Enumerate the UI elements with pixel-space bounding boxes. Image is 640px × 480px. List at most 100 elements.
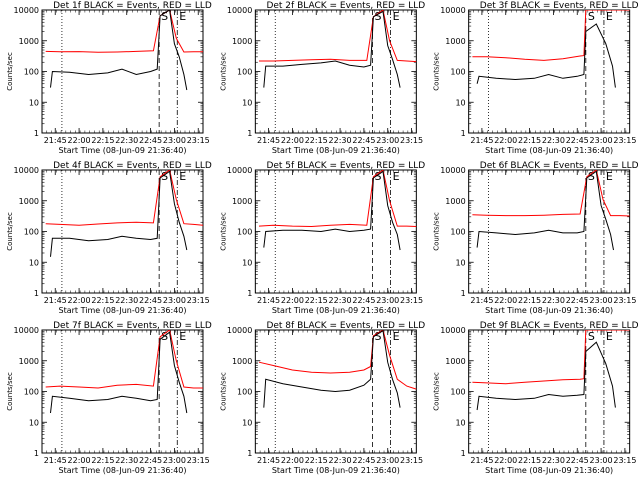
x-tick-label: 22:30 — [542, 136, 565, 145]
end-marker-label: E — [393, 330, 400, 343]
y-tick-label: 10 — [455, 258, 465, 267]
x-axis-label: Start Time (08-Jun-09 21:36:40) — [272, 306, 400, 315]
y-tick-label: 100 — [450, 68, 465, 77]
x-axis-label: Start Time (08-Jun-09 21:36:40) — [485, 146, 613, 155]
x-axis-label: Start Time (08-Jun-09 21:36:40) — [485, 306, 613, 315]
x-tick-label: 23:15 — [613, 296, 636, 305]
x-tick-label: 22:30 — [542, 456, 565, 465]
start-marker-label: S — [588, 330, 595, 343]
x-tick-label: 22:00 — [68, 456, 91, 465]
lld-series-line — [258, 330, 417, 390]
detector-panel: Det 1f BLACK = Events, RED = LLD 1 10 100 10… — [6, 1, 212, 155]
plot-frame — [468, 169, 631, 294]
x-tick-label: 21:45 — [44, 296, 67, 305]
y-tick-label: 10000 — [14, 6, 39, 15]
y-tick-label: 100 — [237, 68, 252, 77]
plot-frame — [254, 169, 417, 294]
y-tick-label: 1 — [461, 449, 466, 458]
y-tick-label: 10 — [242, 418, 252, 427]
lld-series-line — [472, 10, 630, 61]
y-tick-label: 10000 — [14, 326, 39, 335]
x-tick-label: 22:30 — [329, 456, 352, 465]
x-tick-label: 22:45 — [139, 456, 162, 465]
start-marker-label: S — [588, 170, 595, 183]
x-tick-label: 22:15 — [91, 296, 114, 305]
lld-series-line — [45, 170, 203, 226]
y-tick-label: 10000 — [440, 6, 465, 15]
lld-series-line — [472, 330, 630, 385]
x-tick-label: 22:15 — [91, 456, 114, 465]
x-tick-label: 23:00 — [376, 136, 399, 145]
x-tick-label: 23:00 — [590, 136, 613, 145]
start-marker-label: S — [161, 170, 168, 183]
x-tick-label: 21:45 — [44, 136, 67, 145]
x-tick-label: 23:15 — [187, 456, 210, 465]
y-tick-label: 10 — [455, 98, 465, 107]
panel-title: Det 4f BLACK = Events, RED = LLD — [53, 161, 212, 171]
start-marker-label: S — [374, 330, 381, 343]
start-marker-label: S — [374, 10, 381, 23]
x-tick-label: 22:15 — [518, 456, 541, 465]
x-tick-label: 22:00 — [68, 136, 91, 145]
events-series-line — [263, 10, 401, 88]
x-tick-label: 23:15 — [613, 456, 636, 465]
x-axis-label: Start Time (08-Jun-09 21:36:40) — [272, 466, 400, 475]
x-tick-label: 22:00 — [281, 456, 304, 465]
events-series-line — [263, 170, 401, 251]
detector-panel: Det 2f BLACK = Events, RED = LLD 1 10 100 10… — [219, 1, 425, 155]
x-tick-label: 23:00 — [163, 136, 186, 145]
x-tick-label: 22:00 — [68, 296, 91, 305]
plot-frame — [41, 9, 204, 134]
y-tick-label: 100 — [450, 388, 465, 397]
x-tick-label: 23:15 — [187, 136, 210, 145]
panel-title: Det 9f BLACK = Events, RED = LLD — [480, 321, 639, 331]
events-series-line — [50, 331, 188, 414]
x-tick-label: 22:45 — [139, 296, 162, 305]
lld-series-line — [258, 170, 417, 228]
start-marker-label: S — [374, 170, 381, 183]
y-tick-label: 10 — [29, 258, 39, 267]
x-tick-label: 22:00 — [494, 136, 517, 145]
y-tick-label: 1000 — [445, 357, 465, 366]
x-tick-label: 23:15 — [613, 136, 636, 145]
x-tick-label: 22:30 — [115, 136, 138, 145]
y-tick-label: 1 — [247, 449, 252, 458]
panel-title: Det 2f BLACK = Events, RED = LLD — [266, 1, 425, 11]
x-tick-label: 23:00 — [376, 296, 399, 305]
x-tick-label: 23:15 — [400, 456, 423, 465]
x-tick-label: 22:45 — [566, 136, 589, 145]
y-tick-label: 100 — [450, 228, 465, 237]
end-marker-label: E — [606, 10, 613, 23]
end-marker-label: E — [606, 330, 613, 343]
y-axis-label: Counts/sec — [6, 372, 14, 411]
end-marker-label: E — [606, 170, 613, 183]
panel-title: Det 1f BLACK = Events, RED = LLD — [53, 1, 212, 11]
x-axis-label: Start Time (08-Jun-09 21:36:40) — [485, 466, 613, 475]
y-tick-label: 1000 — [19, 37, 39, 46]
end-marker-label: E — [179, 10, 186, 23]
events-series-line — [476, 341, 616, 411]
events-series-line — [50, 170, 188, 257]
events-series-line — [50, 10, 188, 91]
y-tick-label: 10000 — [440, 326, 465, 335]
start-marker-label: S — [161, 10, 168, 23]
events-series-line — [476, 170, 614, 251]
x-tick-label: 22:45 — [352, 296, 375, 305]
x-tick-label: 22:00 — [281, 136, 304, 145]
y-tick-label: 100 — [24, 388, 39, 397]
y-tick-label: 1 — [247, 129, 252, 138]
plot-frame — [468, 9, 631, 134]
y-tick-label: 1000 — [445, 37, 465, 46]
x-tick-label: 22:15 — [305, 456, 328, 465]
detector-panel: Det 4f BLACK = Events, RED = LLD 1 10 100 10… — [6, 161, 212, 315]
x-tick-label: 22:45 — [139, 136, 162, 145]
panel-title: Det 3f BLACK = Events, RED = LLD — [480, 1, 639, 11]
x-tick-label: 22:45 — [566, 456, 589, 465]
x-tick-label: 23:00 — [376, 456, 399, 465]
detector-panel: Det 9f BLACK = Events, RED = LLD 1 10 100 10… — [433, 321, 639, 475]
x-axis-label: Start Time (08-Jun-09 21:36:40) — [272, 146, 400, 155]
x-tick-label: 21:45 — [257, 456, 280, 465]
detector-panel: Det 7f BLACK = Events, RED = LLD 1 10 100 10… — [6, 321, 212, 475]
end-marker-label: E — [179, 170, 186, 183]
y-tick-label: 1000 — [232, 357, 252, 366]
